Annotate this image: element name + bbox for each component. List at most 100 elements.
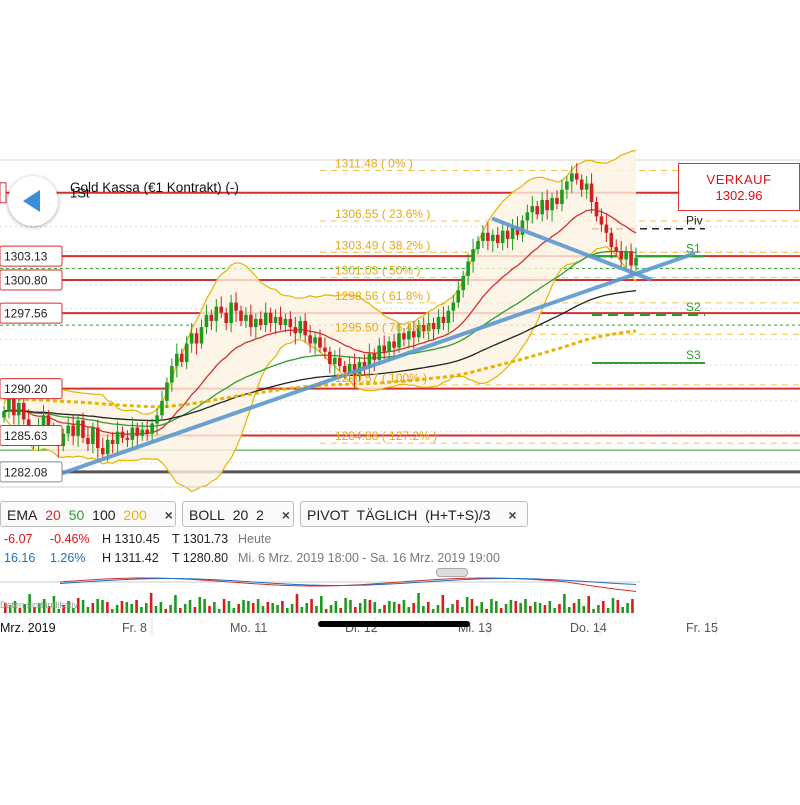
candle-body — [441, 316, 446, 324]
x-axis-label: Fr. 15 — [686, 621, 718, 635]
volume-bar — [592, 609, 595, 613]
candle-body — [505, 230, 510, 239]
ema-close-icon[interactable]: × — [164, 507, 173, 523]
candle-body — [402, 333, 406, 340]
volume-bar — [120, 601, 124, 613]
volume-bar — [368, 600, 372, 613]
volume-bar — [475, 606, 479, 613]
trendline-rising — [57, 251, 696, 477]
scroll-indicator[interactable] — [318, 621, 470, 627]
volume-bar — [140, 607, 143, 613]
volume-bar — [193, 607, 197, 613]
fib-label: 1284.88 ( 127.2% ) — [335, 429, 437, 443]
candle-body — [204, 314, 209, 328]
candle-body — [624, 251, 628, 260]
candle-body — [184, 343, 189, 362]
price-label-text: 1290.20 — [4, 382, 48, 396]
price-label-box — [0, 424, 63, 446]
volume-bar — [363, 599, 367, 613]
candle-body — [224, 312, 228, 324]
volume-bar — [320, 596, 323, 613]
volume-bar — [392, 602, 396, 613]
candle-body — [426, 323, 431, 332]
volume-bar — [110, 609, 114, 613]
pivot-label-piv: Piv — [686, 214, 703, 228]
candle-body — [135, 427, 140, 436]
trendline-falling — [491, 216, 653, 282]
candle-body — [515, 226, 520, 235]
candle-body — [66, 425, 70, 434]
volume-bar — [495, 601, 498, 613]
boll-params: 20 2 — [232, 507, 264, 523]
volume-bar — [524, 599, 527, 613]
ema-50-line — [3, 250, 637, 427]
pivot-close-icon[interactable]: × — [508, 507, 517, 523]
pivot-indicator-chip[interactable]: PIVOT TÄGLICH (H+T+S)/3 × — [300, 501, 528, 527]
candle-body — [165, 382, 169, 401]
candle-body — [510, 226, 515, 239]
back-button[interactable] — [8, 176, 58, 226]
volume-bar — [242, 600, 245, 613]
volume-bar — [407, 607, 411, 613]
instrument-title: Gold Kassa (€1 Kontrakt) (-) — [70, 180, 239, 195]
volume-bar — [451, 604, 454, 613]
candle-body — [629, 251, 633, 266]
volume-bar — [597, 605, 600, 613]
candle-body — [105, 439, 110, 455]
sell-button[interactable]: VERKAUF 1302.96 — [678, 163, 800, 211]
price-label-box — [0, 245, 63, 267]
volume-bar — [290, 604, 294, 613]
volume-bar — [149, 593, 153, 613]
volume-bar — [179, 608, 182, 613]
range-slider-handle[interactable] — [436, 568, 468, 577]
range-change: 16.16 — [4, 551, 36, 565]
candle-body — [377, 345, 382, 360]
x-axis-label: Mo. 11 — [230, 621, 267, 635]
candle-body — [491, 234, 495, 241]
candle-body — [214, 306, 219, 321]
volume-bar — [217, 609, 221, 613]
volume-bar — [499, 608, 503, 613]
candle-body — [520, 220, 525, 235]
candle-body — [12, 398, 16, 416]
volume-bar — [611, 598, 615, 613]
candle-body — [239, 310, 243, 321]
candle-body — [323, 347, 327, 352]
volume-bar — [504, 604, 508, 613]
boll-indicator-chip[interactable]: BOLL 20 2 × — [182, 501, 294, 527]
candle-body — [337, 357, 342, 367]
candle-body — [293, 327, 298, 334]
volume-bar — [213, 602, 216, 613]
candle-body — [61, 433, 66, 447]
fib-label: 1295.50 ( 76.4% ) — [335, 320, 430, 334]
volume-bar — [490, 599, 493, 613]
candle-body — [500, 230, 505, 244]
volume-bar — [276, 605, 279, 613]
candle-body — [328, 351, 332, 365]
fib-label: 1298.56 ( 61.8% ) — [335, 289, 430, 303]
candle-body — [614, 247, 619, 252]
volume-bar — [28, 594, 31, 613]
price-label-text: 1297.56 — [4, 307, 48, 321]
candle-body — [130, 427, 135, 440]
volume-bar — [378, 609, 381, 613]
volume-bar — [86, 607, 90, 613]
candle-body — [86, 437, 90, 444]
candle-body — [535, 206, 540, 215]
boll-close-icon[interactable]: × — [281, 507, 290, 523]
x-axis-label: Fr. 8 — [122, 621, 147, 635]
volume-bar — [480, 602, 484, 613]
candle-body — [392, 341, 396, 348]
ema-indicator-chip[interactable]: EMA 20 50 100 200 × — [0, 501, 176, 527]
price-label-box — [0, 378, 63, 400]
candle-body — [466, 261, 470, 276]
volume-bar — [397, 604, 401, 613]
volume-bar — [324, 609, 328, 613]
range-change-pct: 1.26% — [50, 551, 86, 565]
fib-label: 1303.49 ( 38.2% ) — [335, 238, 430, 252]
volume-bar — [446, 608, 449, 613]
candle-body — [278, 316, 283, 326]
candle-body — [599, 216, 604, 225]
